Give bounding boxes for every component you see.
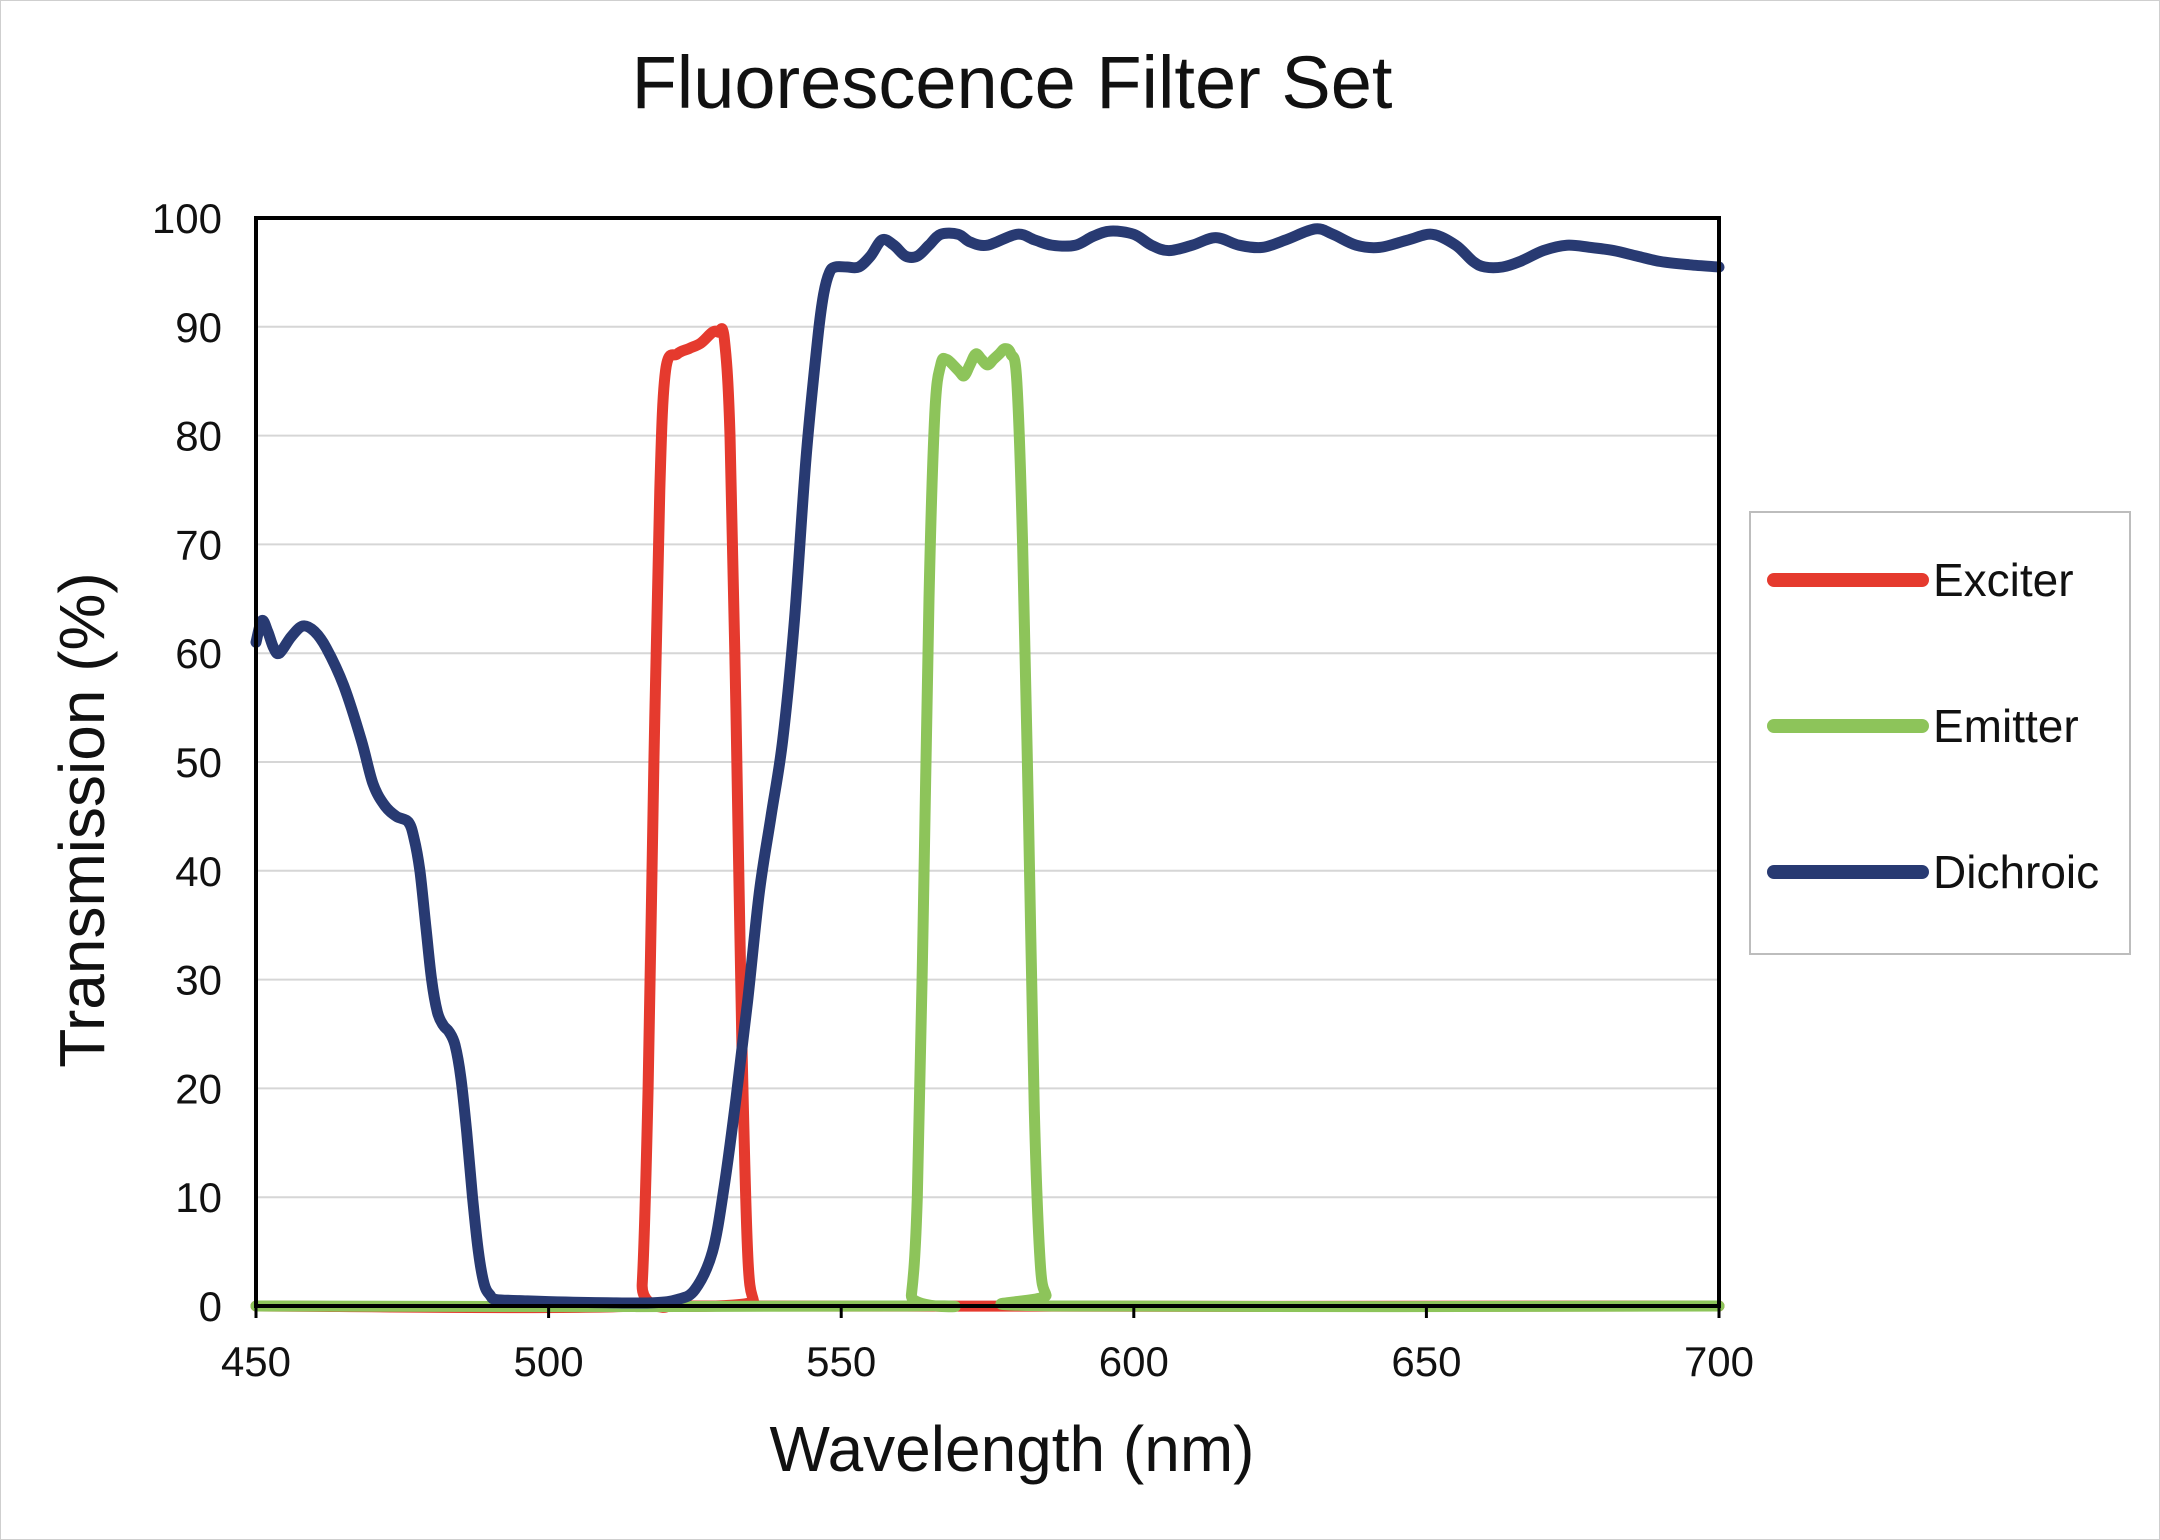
legend-label-dichroic: Dichroic xyxy=(1933,846,2099,898)
series-layer xyxy=(250,223,1725,1314)
y-tick-label-40: 40 xyxy=(175,848,222,895)
axis-ticks: 450 500 550 600 650 700 0 10 20 30 40 50 60 70 80 90 100 xyxy=(152,195,1754,1385)
y-tick-label-50: 50 xyxy=(175,739,222,786)
chart-title: Fluorescence Filter Set xyxy=(632,41,1393,124)
plot-area-border xyxy=(254,216,1721,1308)
x-tick-label-600: 600 xyxy=(1099,1338,1169,1385)
y-tick-label-100: 100 xyxy=(152,195,222,242)
y-tick-label-70: 70 xyxy=(175,521,222,568)
x-tick-label-650: 650 xyxy=(1391,1338,1461,1385)
x-axis-label: Wavelength (nm) xyxy=(770,1413,1255,1485)
y-tick-label-0: 0 xyxy=(199,1283,222,1330)
grid xyxy=(256,325,1719,1199)
y-tick-label-60: 60 xyxy=(175,630,222,677)
series-line-dichroic xyxy=(250,223,1725,1309)
y-tick-label-90: 90 xyxy=(175,304,222,351)
y-tick-label-30: 30 xyxy=(175,957,222,1004)
x-tick-label-450: 450 xyxy=(221,1338,291,1385)
y-axis-label: Transmission (%) xyxy=(46,572,118,1067)
x-tick-label-500: 500 xyxy=(514,1338,584,1385)
legend-label-emitter: Emitter xyxy=(1933,700,2079,752)
y-tick-label-10: 10 xyxy=(175,1174,222,1221)
x-tick-label-700: 700 xyxy=(1684,1338,1754,1385)
x-tick-label-550: 550 xyxy=(806,1338,876,1385)
series-line-exciter xyxy=(250,323,1725,1314)
legend-label-exciter: Exciter xyxy=(1933,554,2074,606)
y-tick-label-20: 20 xyxy=(175,1065,222,1112)
y-tick-label-80: 80 xyxy=(175,413,222,460)
legend: Exciter Emitter Dichroic xyxy=(1749,511,2131,955)
series-line-emitter xyxy=(250,343,1725,1313)
